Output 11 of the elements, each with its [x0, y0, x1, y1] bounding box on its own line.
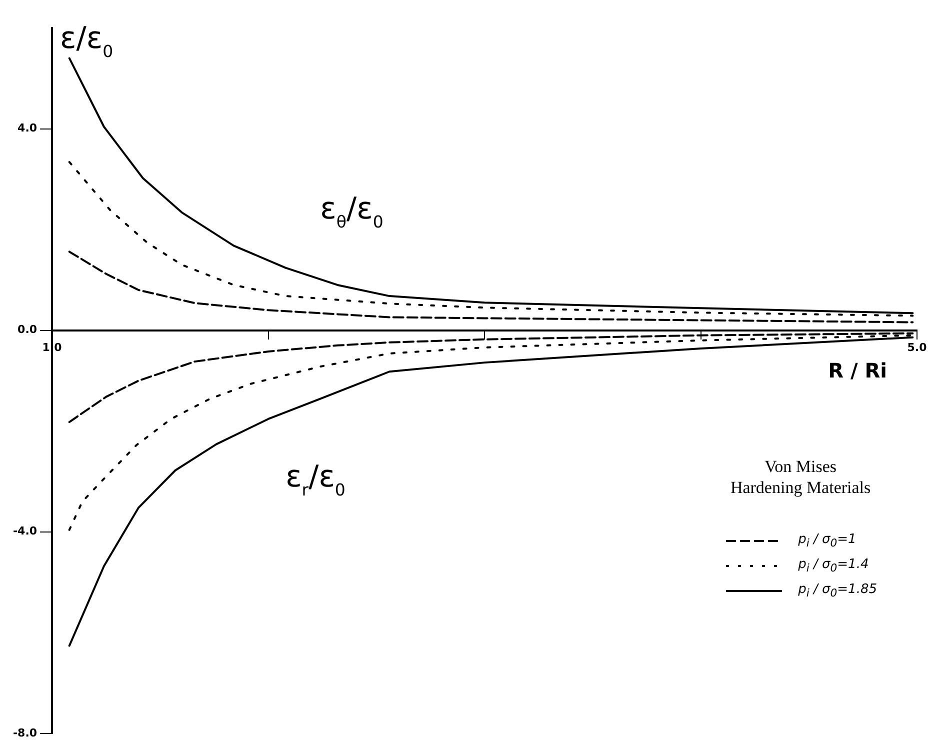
- legend-label: p$_{i}$ / σ$_{0}$=1: [798, 532, 856, 550]
- y-tick-label: 4.0: [18, 122, 38, 135]
- y-tick-label: -4.0: [12, 524, 38, 538]
- legend-label: p$_{i}$ / σ$_{0}$=1.85: [798, 582, 877, 600]
- legend-label: p$_{i}$ / σ$_{0}$=1.4: [798, 556, 869, 574]
- y-tick-label: -8.0: [12, 726, 38, 740]
- y-tick-label: 0.0: [18, 323, 38, 336]
- line-series: [68, 250, 914, 324]
- legend-title: Von Mises Hardening Materials: [729, 456, 872, 498]
- x-axis-title: R / Ri: [828, 358, 887, 383]
- x-tick-label: 5.0: [907, 340, 928, 354]
